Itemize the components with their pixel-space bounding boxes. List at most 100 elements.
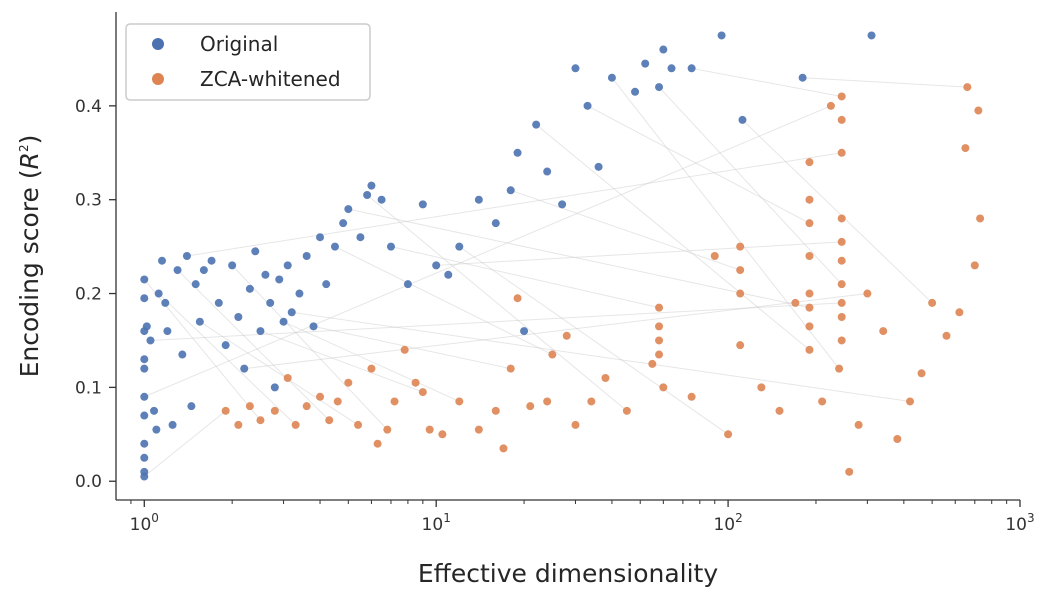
point-original [667, 64, 676, 73]
pair-line [658, 86, 843, 285]
point-zca-whitened [736, 289, 745, 298]
point-original [302, 252, 311, 260]
point-zca-whitened [655, 336, 664, 345]
point-original [641, 59, 650, 68]
point-zca-whitened [837, 313, 846, 321]
point-original [455, 242, 464, 251]
point-original [309, 322, 318, 331]
pair-line [231, 265, 388, 430]
pair-line [366, 194, 628, 412]
x-tick-label: 101 [422, 511, 451, 535]
point-original [717, 31, 726, 40]
point-original [152, 425, 161, 434]
point-zca-whitened [474, 425, 483, 434]
point-zca-whitened [587, 397, 596, 406]
point-original [245, 284, 254, 293]
point-original [168, 420, 177, 429]
pair-line [510, 189, 741, 271]
point-zca-whitened [622, 406, 631, 415]
point-zca-whitened [805, 303, 814, 312]
point-zca-whitened [655, 322, 664, 331]
point-zca-whitened [805, 322, 814, 331]
point-zca-whitened [893, 435, 902, 443]
pair-line [150, 302, 842, 341]
point-original [418, 200, 427, 209]
pair-line [283, 321, 460, 402]
point-original [322, 280, 331, 289]
point-original [140, 411, 149, 420]
x-axis-title: Effective dimensionality [418, 559, 719, 588]
point-zca-whitened [571, 420, 580, 429]
point-original [161, 298, 170, 307]
point-original [142, 322, 151, 331]
point-original [214, 298, 223, 307]
point-zca-whitened [302, 402, 311, 411]
point-zca-whitened [736, 341, 745, 350]
point-original [261, 270, 270, 279]
point-original [154, 289, 163, 298]
pair-line [158, 293, 296, 426]
point-original [150, 406, 159, 415]
point-original [191, 280, 200, 289]
point-zca-whitened [354, 420, 363, 429]
point-zca-whitened [655, 303, 664, 312]
point-zca-whitened [917, 369, 926, 378]
point-original [506, 186, 515, 195]
point-zca-whitened [805, 158, 814, 167]
point-zca-whitened [837, 237, 846, 246]
point-zca-whitened [805, 289, 814, 298]
point-zca-whitened [961, 144, 970, 153]
point-zca-whitened [687, 392, 696, 401]
y-axis-ticks: 0.0 0.1 0.2 0.3 0.4 [75, 97, 116, 492]
point-zca-whitened [506, 364, 515, 373]
pair-line [177, 269, 330, 421]
pair-line [742, 119, 933, 304]
y-tick-label: 0.4 [75, 97, 102, 117]
point-zca-whitened [837, 298, 846, 307]
point-zca-whitened [757, 383, 766, 392]
pair-line [587, 105, 810, 224]
point-zca-whitened [791, 298, 800, 307]
point-zca-whitened [837, 280, 846, 289]
point-zca-whitened [845, 467, 854, 476]
point-original [543, 167, 552, 176]
point-original [287, 308, 296, 317]
point-original [279, 317, 288, 326]
point-zca-whitened [736, 242, 745, 251]
point-original [182, 252, 191, 260]
point-zca-whitened [390, 397, 399, 406]
point-original [178, 350, 187, 359]
point-zca-whitened [835, 364, 844, 373]
point-zca-whitened [491, 406, 500, 415]
point-zca-whitened [418, 388, 427, 397]
legend-label-original: Original [200, 32, 278, 56]
point-zca-whitened [455, 397, 464, 406]
point-original [228, 261, 237, 270]
point-zca-whitened [400, 345, 409, 354]
point-original [687, 64, 696, 73]
pair-line [390, 246, 660, 309]
pair-line [199, 321, 359, 426]
point-zca-whitened [826, 101, 835, 110]
pair-line [691, 67, 842, 97]
point-zca-whitened [411, 378, 420, 387]
y-tick-label: 0.2 [75, 285, 102, 305]
point-original [270, 383, 279, 392]
point-original [195, 317, 204, 326]
pair-line [802, 77, 968, 88]
point-original [571, 64, 580, 73]
series-original-points [140, 31, 876, 481]
point-original [594, 162, 603, 171]
point-original [386, 242, 395, 251]
x-tick-label: 100 [130, 511, 159, 535]
point-zca-whitened [291, 420, 300, 429]
legend-marker-original [152, 38, 164, 50]
point-original [283, 261, 292, 270]
legend-label-zca-whitened: ZCA-whitened [200, 67, 341, 91]
point-zca-whitened [837, 115, 846, 124]
pair-line [313, 325, 511, 370]
point-zca-whitened [818, 397, 827, 406]
point-zca-whitened [736, 266, 745, 275]
point-zca-whitened [970, 261, 979, 270]
